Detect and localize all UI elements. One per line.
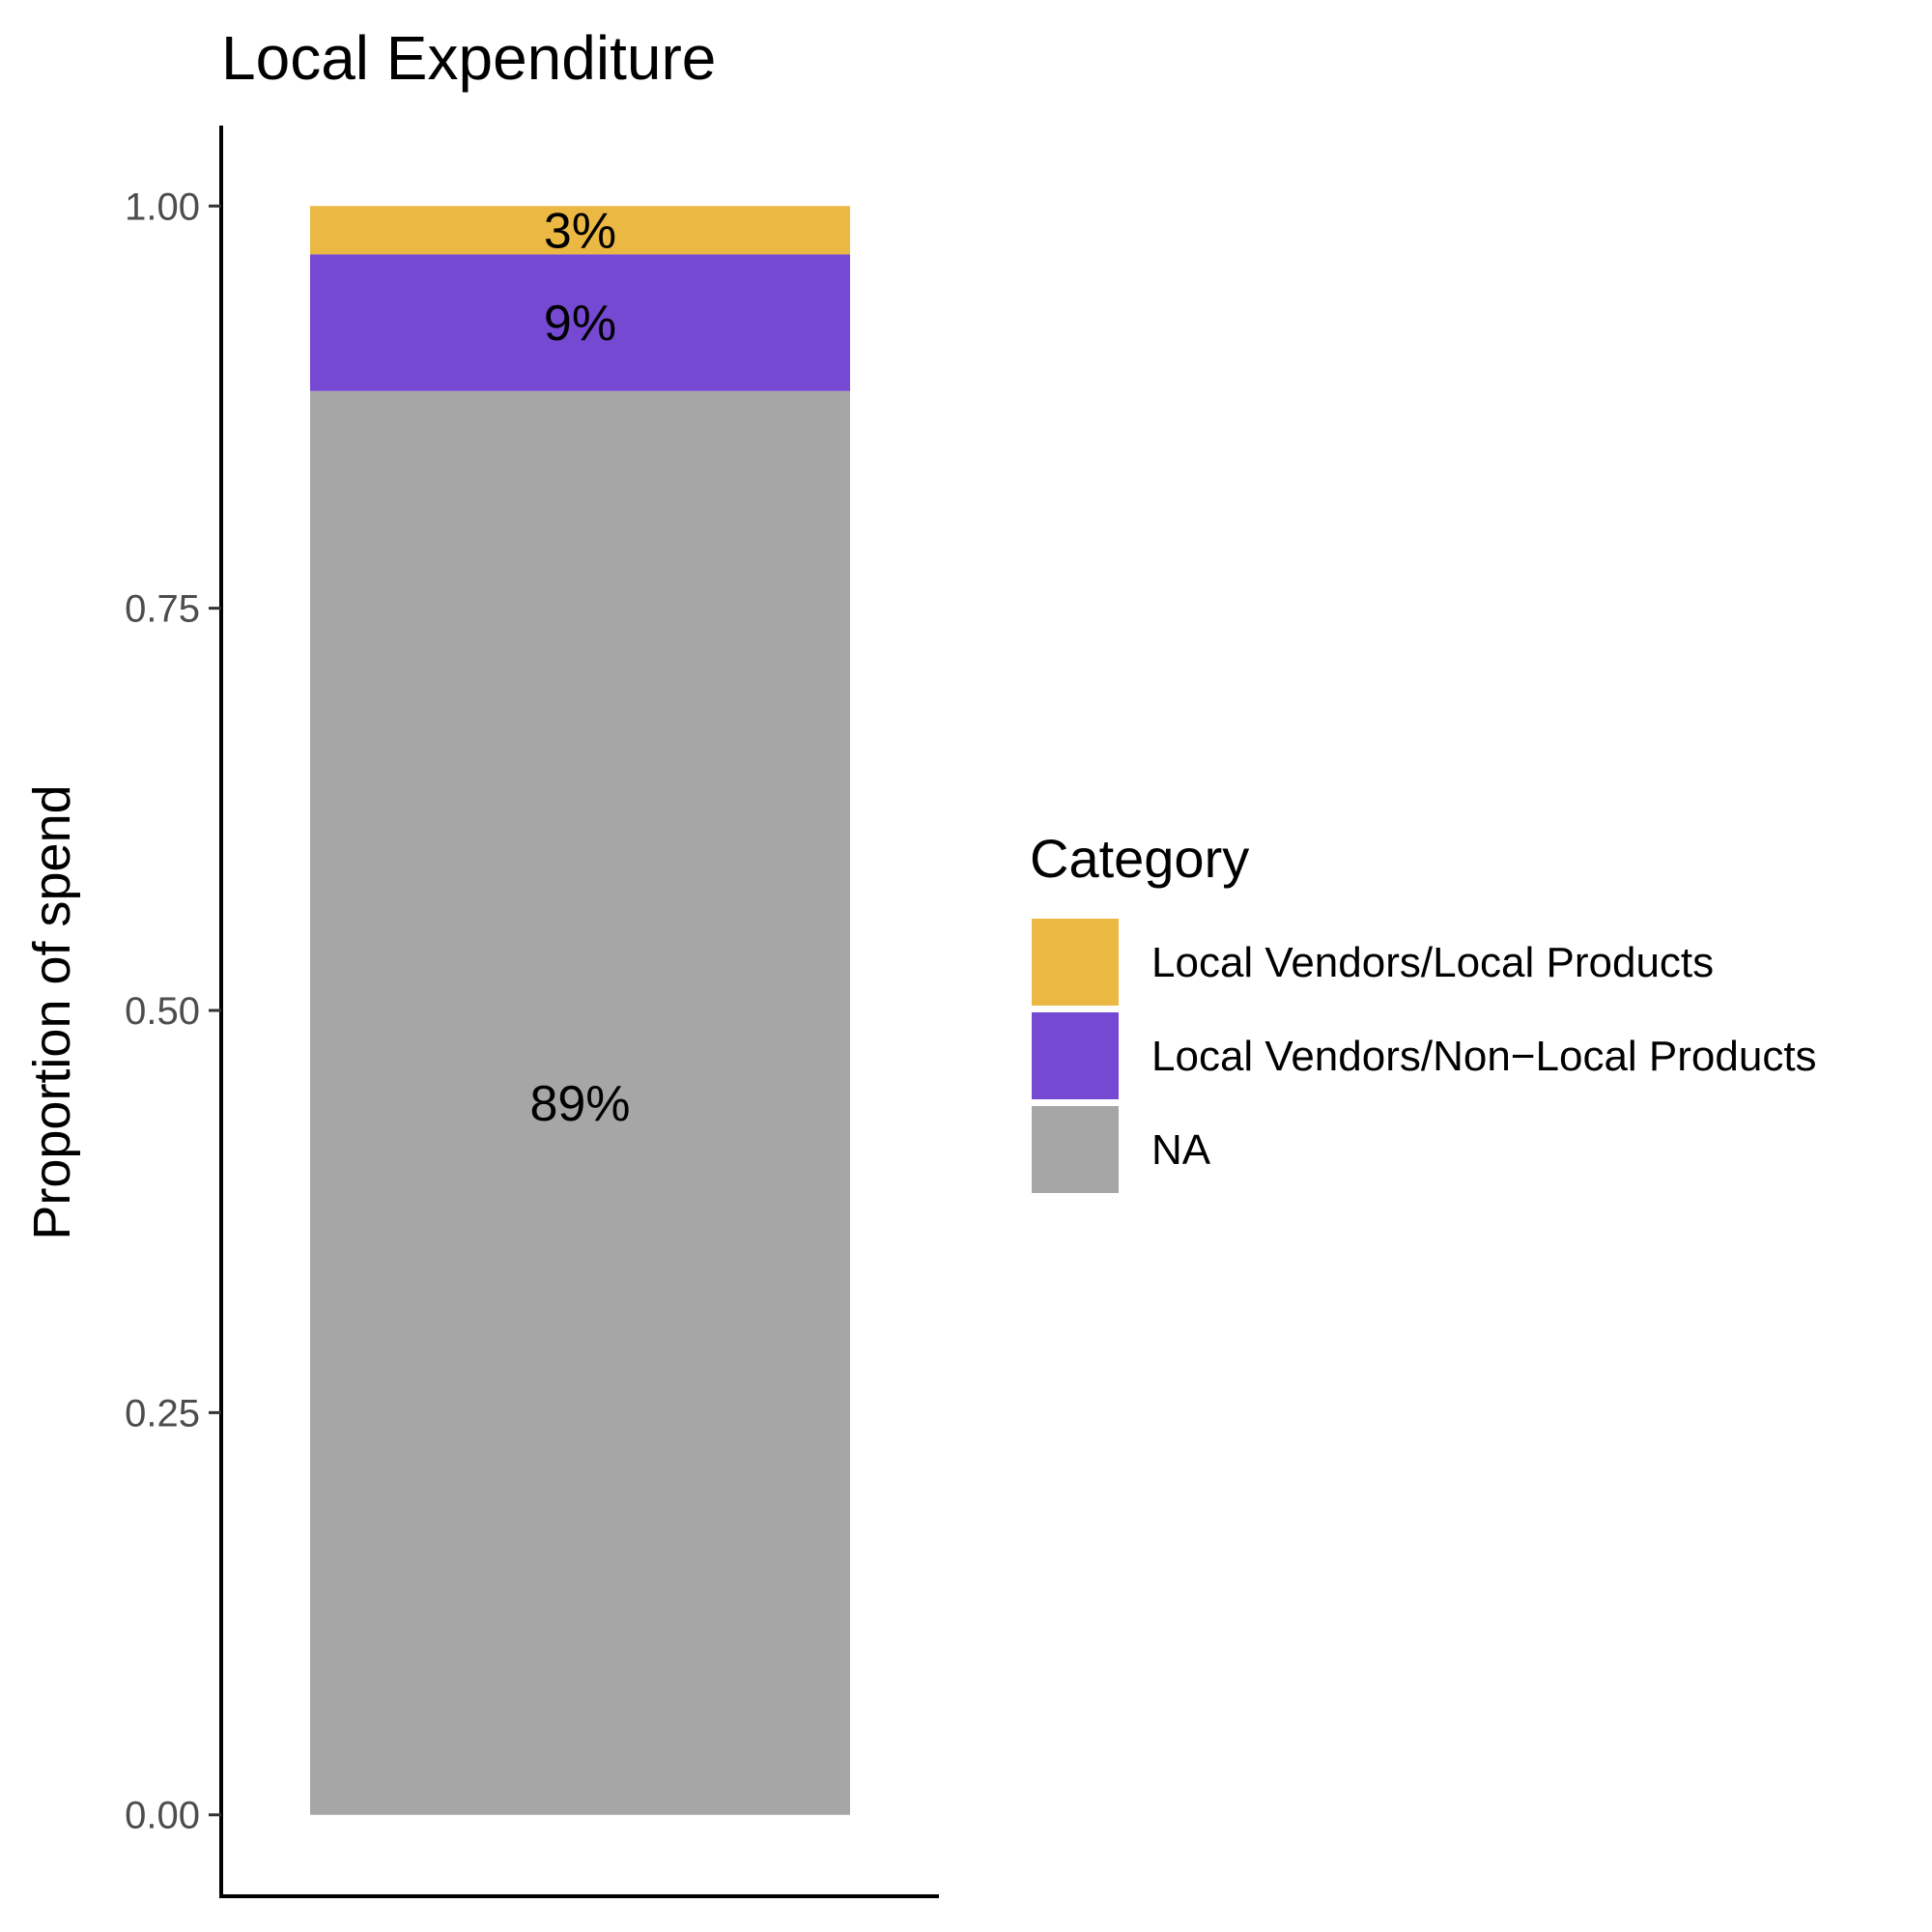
bar-segment <box>310 206 850 255</box>
legend-label: Local Vendors/Local Products <box>1151 939 1714 986</box>
y-tick-label: 0.25 <box>125 1392 200 1435</box>
bar-data-label: 89% <box>529 1076 630 1132</box>
legend: Category Local Vendors/Local ProductsLoc… <box>1030 828 1817 1193</box>
y-axis-label: Proportion of spend <box>23 784 81 1239</box>
legend-label: Local Vendors/Non−Local Products <box>1151 1033 1817 1080</box>
bar-data-label: 9% <box>544 296 616 352</box>
y-tick-label: 1.00 <box>125 185 200 228</box>
legend-key <box>1032 1012 1119 1099</box>
chart-title: Local Expenditure <box>221 23 716 93</box>
y-tick-label: 0.00 <box>125 1795 200 1837</box>
bar-labels: 89% 9% 3% <box>529 203 630 1132</box>
bar-data-label: 3% <box>544 203 616 259</box>
legend-key <box>1032 919 1119 1006</box>
bar-segment <box>310 254 850 391</box>
legend-title: Category <box>1030 828 1249 889</box>
bar-stack <box>310 206 850 1815</box>
y-tick-label: 0.75 <box>125 588 200 631</box>
legend-items: Local Vendors/Local Products Local Vendor… <box>1032 919 1817 1193</box>
bar-segment <box>310 390 850 1815</box>
y-tick-label: 0.50 <box>125 990 200 1033</box>
legend-key <box>1032 1106 1119 1193</box>
legend-label: NA <box>1151 1126 1211 1174</box>
y-axis: 0.00 0.25 0.50 0.75 1.00 <box>125 126 223 1898</box>
